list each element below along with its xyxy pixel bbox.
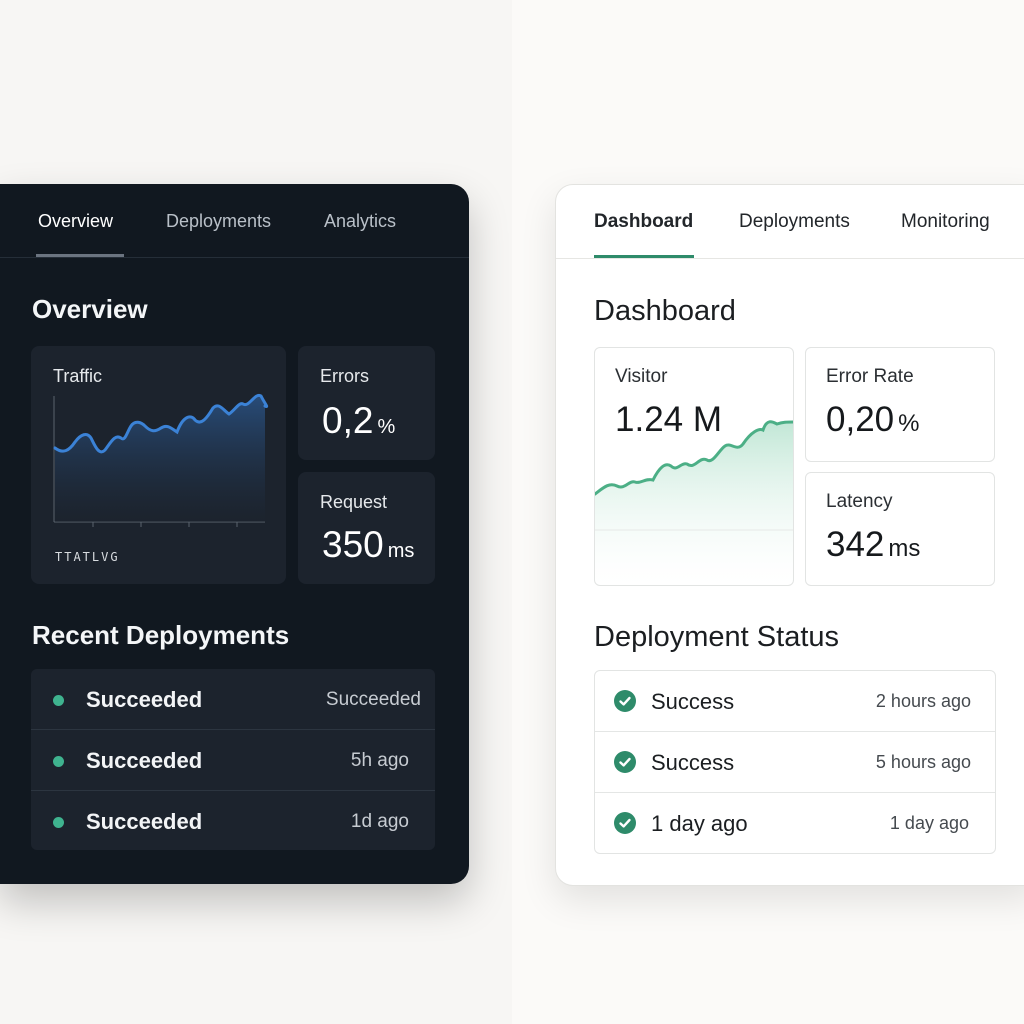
error-rate-label: Error Rate <box>826 366 914 387</box>
visitor-area <box>595 421 793 585</box>
tab-overview[interactable]: Overview <box>38 211 114 231</box>
deployment-status: Success <box>651 750 735 775</box>
list-item[interactable]: Success 5 hours ago <box>595 731 995 792</box>
status-dot-icon <box>53 756 64 767</box>
deployment-status-heading: Deployment Status <box>594 621 840 653</box>
list-item[interactable]: Success 2 hours ago <box>595 671 995 731</box>
visitor-card[interactable]: Visitor 1.24 M <box>594 347 794 586</box>
overview-heading: Overview <box>32 294 148 324</box>
dark-dashboard-panel: Overview Deployments Analytics Overview … <box>0 184 469 884</box>
latency-value: 342 ms <box>826 525 921 564</box>
list-item[interactable]: Succeeded 1d ago <box>31 790 435 851</box>
error-rate-card[interactable]: Error Rate 0,20% <box>805 347 995 462</box>
status-dot-icon <box>53 817 64 828</box>
tab-monitoring[interactable]: Monitoring <box>901 211 990 232</box>
deployment-time: 1d ago <box>350 811 409 832</box>
check-circle-icon <box>614 812 636 834</box>
check-circle-icon <box>614 751 636 773</box>
deployment-time: 5h ago <box>350 750 409 771</box>
deployment-time: 2 hours ago <box>875 691 971 711</box>
deployment-status: Succeeded <box>86 687 203 712</box>
request-label: Request <box>320 492 388 512</box>
dashboard-heading: Dashboard <box>594 295 736 327</box>
recent-deployments-list: Succeeded Succeeded Succeeded 5h ago Suc… <box>31 669 435 850</box>
request-unit: ms <box>387 540 415 562</box>
tab-dashboard[interactable]: Dashboard <box>594 211 694 232</box>
traffic-axis-caption: TTATLVG <box>55 550 120 564</box>
errors-card[interactable]: Errors 0,2% <box>298 346 435 460</box>
traffic-area <box>55 395 267 522</box>
tab-deployments[interactable]: Deployments <box>166 211 272 231</box>
tab-deployments[interactable]: Deployments <box>739 211 850 232</box>
tab-analytics[interactable]: Analytics <box>324 211 397 231</box>
deployment-time: 5 hours ago <box>875 752 971 772</box>
traffic-line <box>53 393 269 454</box>
error-rate-unit: % <box>898 410 920 437</box>
active-tab-indicator <box>36 254 124 257</box>
latency-card[interactable]: Latency 342 ms <box>805 472 995 586</box>
traffic-label: Traffic <box>53 366 103 386</box>
visitor-label: Visitor <box>615 366 668 387</box>
deployment-status: Succeeded <box>86 809 203 834</box>
deployment-status-list: Success 2 hours ago Success 5 hours ago … <box>594 670 996 854</box>
visitor-sparkline-chart <box>595 420 793 585</box>
traffic-card[interactable]: Traffic TTATLVG <box>31 346 286 584</box>
status-dot-icon <box>53 695 64 706</box>
error-rate-value: 0,20% <box>826 400 920 439</box>
visitor-value: 1.24 M <box>615 400 722 439</box>
active-tab-indicator <box>594 255 694 258</box>
list-item[interactable]: Succeeded Succeeded <box>31 669 435 729</box>
latency-label: Latency <box>826 491 893 512</box>
deployment-time: 1 day ago <box>889 813 969 833</box>
check-circle-icon <box>614 690 636 712</box>
errors-label: Errors <box>320 366 369 386</box>
list-item[interactable]: Succeeded 5h ago <box>31 729 435 790</box>
recent-deployments-heading: Recent Deployments <box>32 620 290 650</box>
request-value: 350 ms <box>322 524 415 565</box>
request-card[interactable]: Request 350 ms <box>298 472 435 584</box>
light-dashboard-panel: Dashboard Deployments Monitoring Dashboa… <box>555 184 1024 886</box>
list-item[interactable]: 1 day ago 1 day ago <box>595 792 995 853</box>
traffic-sparkline-chart <box>53 393 269 527</box>
deployment-time: Succeeded <box>325 689 421 710</box>
visitor-line <box>595 420 793 496</box>
latency-unit: ms <box>888 535 921 562</box>
deployment-status: 1 day ago <box>651 811 748 836</box>
deployment-status: Succeeded <box>86 748 203 773</box>
light-tab-bar: Dashboard Deployments Monitoring <box>556 185 1024 259</box>
dark-tab-bar: Overview Deployments Analytics <box>0 184 469 258</box>
errors-value: 0,2% <box>322 400 396 441</box>
deployment-status: Success <box>651 689 735 714</box>
errors-unit: % <box>377 416 396 438</box>
